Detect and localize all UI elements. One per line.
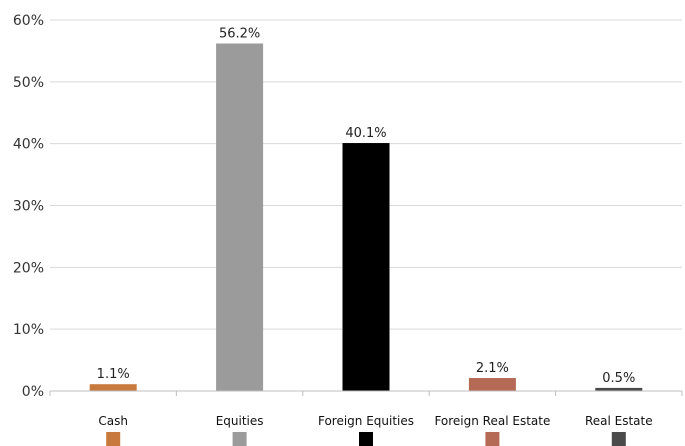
y-tick-label: 40% bbox=[13, 137, 44, 153]
legend-marker bbox=[359, 432, 373, 446]
bar bbox=[595, 387, 643, 391]
category-label: Cash bbox=[98, 414, 128, 428]
y-tick-label: 50% bbox=[13, 75, 44, 91]
y-tick-label: 20% bbox=[13, 260, 44, 276]
category-label: Foreign Real Estate bbox=[434, 414, 550, 428]
data-label: 2.1% bbox=[476, 361, 509, 376]
category-label: Foreign Equities bbox=[318, 414, 414, 428]
category-label: Real Estate bbox=[585, 414, 653, 428]
y-tick-label: 0% bbox=[22, 384, 44, 400]
y-tick-label: 30% bbox=[13, 199, 44, 215]
bars: 1.1% 56.2% 40.1% 2.1% 0.5% bbox=[89, 26, 643, 391]
y-axis: 0% 10% 20% 30% 40% 50% 60% bbox=[13, 13, 44, 400]
data-label: 56.2% bbox=[219, 26, 260, 41]
data-label: 1.1% bbox=[97, 367, 130, 382]
legend-marker bbox=[106, 432, 121, 446]
data-label: 40.1% bbox=[345, 126, 386, 141]
bar bbox=[216, 43, 264, 391]
bar bbox=[468, 378, 516, 391]
bar bbox=[89, 384, 137, 391]
data-label: 0.5% bbox=[602, 371, 635, 386]
legend-marker bbox=[232, 432, 247, 446]
x-axis: Cash Equities Foreign Equities Foreign Real… bbox=[49, 390, 683, 446]
legend-marker bbox=[611, 432, 626, 446]
bar bbox=[342, 143, 390, 391]
y-tick-label: 60% bbox=[13, 13, 44, 29]
category-label: Equities bbox=[216, 414, 264, 428]
y-tick-label: 10% bbox=[13, 322, 44, 338]
legend-marker bbox=[485, 432, 500, 446]
